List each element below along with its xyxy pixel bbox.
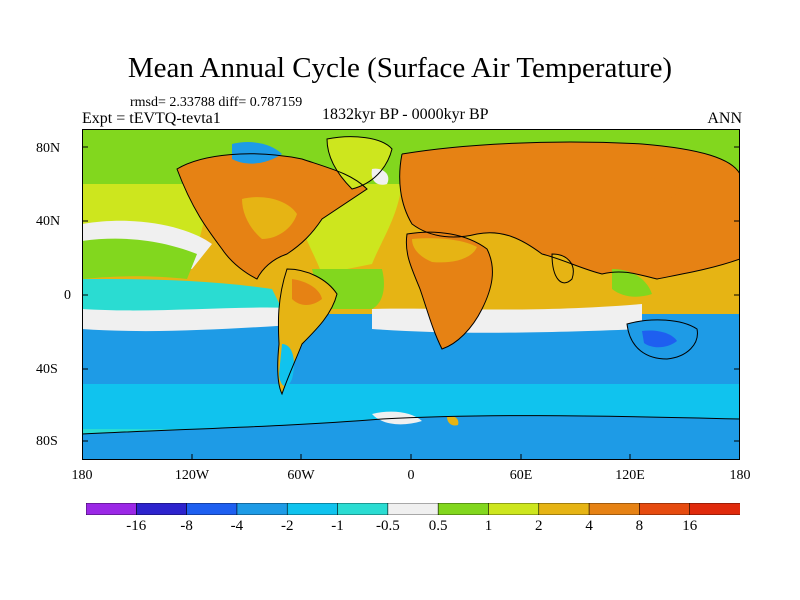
- arctic-archipelago: [232, 142, 282, 164]
- colorbar-swatch: [136, 503, 188, 515]
- colorbar-label: -0.5: [375, 518, 400, 534]
- sahara: [412, 238, 477, 263]
- colorbar-label: -1: [331, 518, 344, 534]
- coastlines: [82, 136, 740, 435]
- africa: [406, 232, 493, 349]
- lat-label-80n: 80N: [36, 141, 61, 156]
- colorbar-swatch: [286, 503, 339, 515]
- north-america-east: [242, 197, 297, 239]
- lon-label-60w: 60W: [287, 468, 315, 483]
- colorbar-swatch: [538, 503, 590, 515]
- colorbar-label: -4: [230, 518, 244, 534]
- colorbar-label: 1: [484, 518, 493, 534]
- lon-label-180e: 180: [729, 468, 751, 483]
- colorbar-label: -2: [280, 518, 294, 534]
- patagonia: [279, 344, 294, 387]
- pacific-green-band: [82, 238, 197, 279]
- temperature-map: [82, 129, 740, 460]
- colorbar-swatch: [588, 503, 641, 515]
- south-america-warm: [292, 279, 322, 305]
- colorbar: [86, 503, 740, 515]
- stats-line: rmsd= 2.33788 diff= 0.787159: [130, 95, 303, 110]
- map-title: Mean Annual Cycle (Surface Air Temperatu…: [127, 52, 673, 84]
- india-peninsula: [552, 254, 574, 283]
- colorbar-label: 4: [585, 518, 593, 534]
- lat-label-80s: 80S: [36, 434, 58, 449]
- colorbar-label: 8: [635, 518, 644, 534]
- colorbar-label: -8: [180, 518, 193, 534]
- colorbar-label: -16: [126, 518, 147, 534]
- colorbar-swatch: [86, 503, 138, 515]
- arctic-white-patch: [371, 168, 389, 185]
- lon-label-120e: 120E: [615, 468, 645, 483]
- lon-label-180w: 180: [71, 468, 93, 483]
- lon-label-0: 0: [407, 468, 415, 483]
- colorbar-swatch: [186, 503, 238, 515]
- period-label: 1832kyr BP - 0000kyr BP: [322, 106, 489, 123]
- colorbar-swatch: [387, 503, 439, 515]
- australia-center: [642, 330, 677, 348]
- experiment-label: Expt = tEVTQ-tevta1: [82, 110, 221, 127]
- siberia-warm: [522, 167, 682, 216]
- lon-label-60e: 60E: [509, 468, 533, 483]
- lat-label-40s: 40S: [36, 362, 58, 377]
- lon-label-120w: 120W: [174, 468, 210, 483]
- antarctic-warm-spot: [447, 416, 459, 426]
- south-pacific-white: [82, 307, 312, 332]
- colorbar-swatch: [337, 503, 389, 515]
- antarctica: [82, 415, 740, 460]
- lat-label-40n: 40N: [36, 214, 61, 229]
- colorbar-swatch: [236, 503, 289, 515]
- map-ticks: [82, 146, 740, 460]
- season-label: ANN: [707, 110, 742, 127]
- southeast-asia: [612, 269, 652, 297]
- colorbar-swatch: [437, 503, 490, 515]
- colorbar-label: 16: [682, 518, 698, 534]
- colorbar-swatch: [639, 503, 691, 515]
- colorbar-swatch: [689, 503, 740, 515]
- colorbar-swatch: [488, 503, 540, 515]
- tropical-pacific-cool: [82, 279, 282, 314]
- colorbar-label: 0.5: [428, 518, 448, 534]
- colorbar-label: 2: [535, 518, 543, 534]
- lat-label-0: 0: [64, 288, 71, 303]
